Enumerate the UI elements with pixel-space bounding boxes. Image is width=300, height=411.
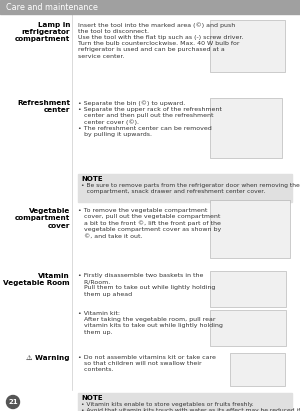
Bar <box>78 174 292 202</box>
Bar <box>0 0 300 14</box>
Bar <box>210 98 282 158</box>
Text: • Separate the bin (©) to upward.
• Separate the upper rack of the refreshment
 : • Separate the bin (©) to upward. • Sepa… <box>78 100 222 137</box>
Text: Vegetable
compartment
cover: Vegetable compartment cover <box>15 208 70 229</box>
Text: • Be sure to remove parts from the refrigerator door when removing the vegetable: • Be sure to remove parts from the refri… <box>81 183 300 194</box>
Bar <box>230 353 285 386</box>
Text: NOTE: NOTE <box>81 395 103 401</box>
Bar <box>210 20 285 72</box>
Text: • Vitamin kits enable to store vegetables or fruits freshly.
• Avoid that vitami: • Vitamin kits enable to store vegetable… <box>81 402 300 411</box>
Bar <box>210 271 286 307</box>
Bar <box>210 310 286 346</box>
Bar <box>78 393 292 411</box>
Text: • Do not assemble vitamins kit or take care
   so that children will not swallow: • Do not assemble vitamins kit or take c… <box>78 355 216 372</box>
Text: NOTE: NOTE <box>81 176 103 182</box>
Text: Insert the tool into the marked area (©) and push
the tool to disconnect.
Use th: Insert the tool into the marked area (©)… <box>78 22 243 59</box>
Text: • To remove the vegetable compartment
   cover, pull out the vegetable compartme: • To remove the vegetable compartment co… <box>78 208 221 239</box>
Text: Care and maintenance: Care and maintenance <box>6 2 98 12</box>
Text: Lamp in
refrigerator
compartment: Lamp in refrigerator compartment <box>15 22 70 42</box>
Bar <box>210 200 290 258</box>
Text: Vitamin
Vegetable Room: Vitamin Vegetable Room <box>3 273 70 286</box>
Text: • Firstly disassemble two baskets in the
   R/Room.
   Pull them to take out whi: • Firstly disassemble two baskets in the… <box>78 273 215 297</box>
Text: • Vitamin kit:
   After taking the vegetable room, pull rear
   vitamin kits to : • Vitamin kit: After taking the vegetabl… <box>78 311 223 335</box>
Text: ⚠ Warning: ⚠ Warning <box>26 355 70 361</box>
Text: Refreshment
center: Refreshment center <box>17 100 70 113</box>
Circle shape <box>7 395 20 409</box>
Text: 21: 21 <box>8 399 18 405</box>
